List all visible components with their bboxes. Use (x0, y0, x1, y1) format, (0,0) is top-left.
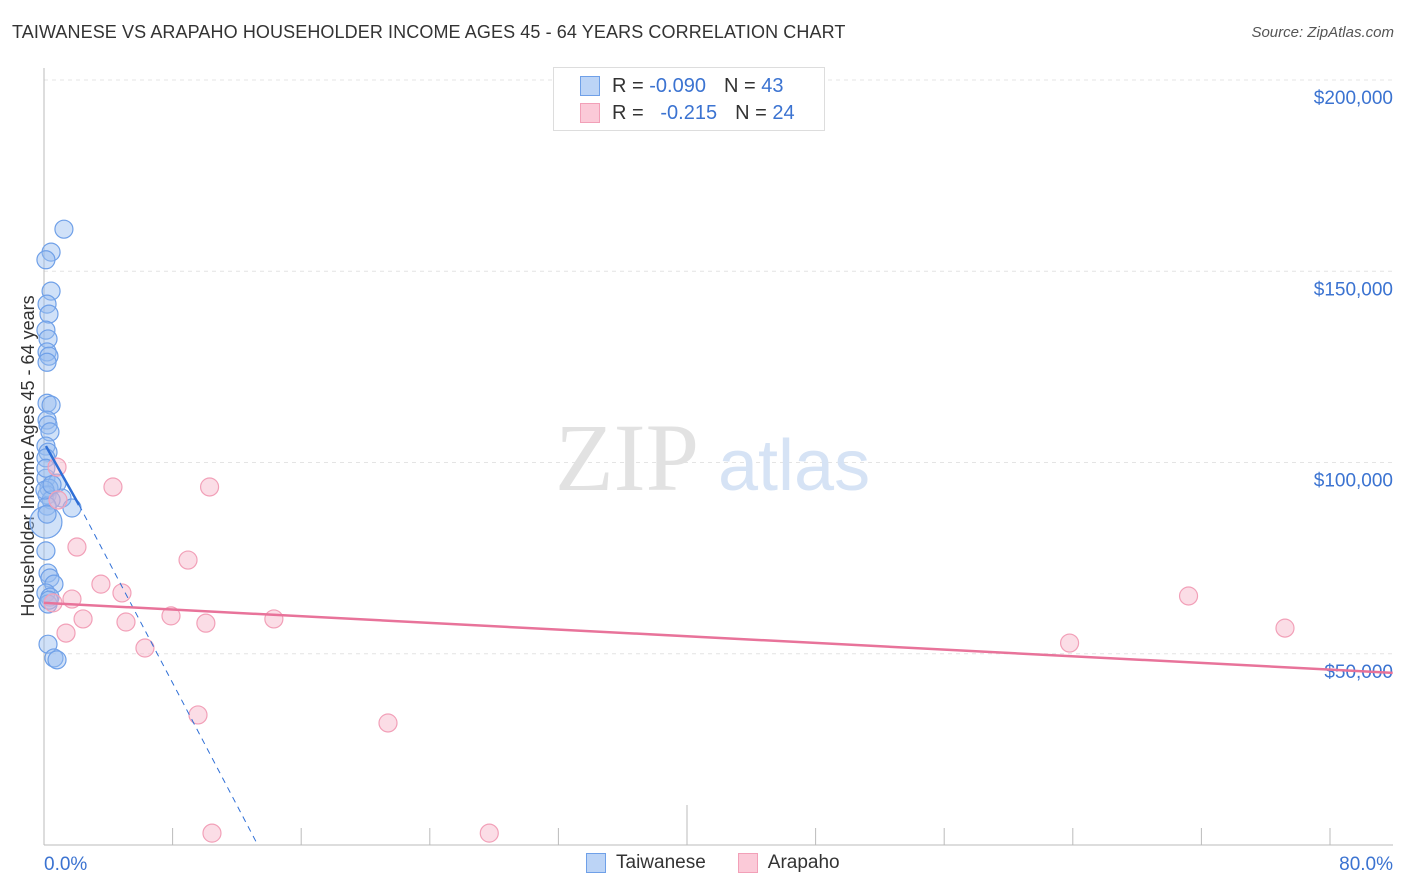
taiwanese-point (36, 541, 56, 561)
taiwanese-trend-extension (78, 504, 259, 846)
arapaho-point (103, 477, 123, 497)
chart-title: TAIWANESE VS ARAPAHO HOUSEHOLDER INCOME … (12, 22, 846, 42)
arapaho-point (161, 606, 181, 626)
taiwanese-point (37, 504, 57, 524)
legend-label: Taiwanese (616, 852, 706, 873)
arapaho-point (202, 823, 222, 843)
legend-item-arapaho: Arapaho (737, 852, 840, 874)
arapaho-point (91, 574, 111, 594)
taiwanese-point (38, 415, 58, 435)
x-tick-label: 80.0% (1339, 854, 1393, 875)
arapaho-point (1178, 586, 1199, 606)
arapaho-point (48, 490, 68, 510)
x-tick-label: 0.0% (44, 854, 87, 875)
n-label: N = (735, 101, 767, 124)
taiwanese-point (39, 304, 59, 324)
y-axis-label: Householder Income Ages 45 - 64 years (18, 295, 38, 616)
arapaho-point (112, 583, 132, 603)
taiwanese-point (36, 250, 56, 270)
taiwanese-trend-line (44, 445, 81, 506)
arapaho-point (73, 609, 93, 629)
n-label: N = (723, 74, 756, 97)
arapaho-trend-line (43, 601, 1393, 675)
legend-label: Arapaho (767, 852, 840, 873)
taiwanese-point (41, 395, 61, 415)
arapaho-point (1059, 633, 1080, 653)
taiwanese-point (47, 650, 67, 670)
arapaho-point (199, 477, 220, 497)
taiwanese-point (40, 422, 60, 442)
watermark-zip: ZIP (555, 404, 699, 511)
arapaho-point (116, 612, 136, 632)
series-legend: Taiwanese Arapaho (586, 852, 872, 874)
arapaho-point (196, 613, 216, 633)
y-tick-label: $200,000 (1314, 88, 1393, 109)
arapaho-point (135, 638, 155, 658)
n-value: 43 (761, 74, 784, 97)
taiwanese-swatch (580, 76, 600, 96)
arapaho-swatch (580, 103, 600, 123)
arapaho-point (178, 550, 198, 570)
r-label: R = (612, 101, 644, 124)
taiwanese-point (54, 219, 74, 239)
taiwanese-point (44, 648, 64, 668)
arapaho-swatch (737, 853, 758, 873)
arapaho-point (264, 609, 284, 629)
y-tick-label: $100,000 (1314, 471, 1393, 492)
r-value: -0.090 (649, 74, 706, 97)
arapaho-point (378, 713, 398, 733)
arapaho-point (479, 823, 499, 843)
stats-legend: R = -0.090 N = 43 R = -0.215 N = 24 (553, 67, 825, 131)
arapaho-point (56, 623, 76, 643)
taiwanese-point (37, 352, 57, 372)
arapaho-point (188, 705, 208, 725)
arapaho-point (1275, 618, 1295, 638)
y-tick-label: $150,000 (1314, 279, 1393, 300)
legend-item-taiwanese: Taiwanese (586, 852, 706, 874)
taiwanese-swatch (586, 853, 606, 873)
legend-row-arapaho: R = -0.215 N = 24 (580, 100, 795, 126)
arapaho-point (67, 537, 87, 557)
r-value: -0.215 (660, 101, 718, 124)
r-label: R = (612, 74, 644, 97)
n-value: 24 (772, 101, 795, 124)
watermark-atlas: atlas (718, 426, 870, 506)
legend-row-taiwanese: R = -0.090 N = 43 (580, 73, 783, 99)
source-label: Source: ZipAtlas.com (1251, 24, 1394, 41)
